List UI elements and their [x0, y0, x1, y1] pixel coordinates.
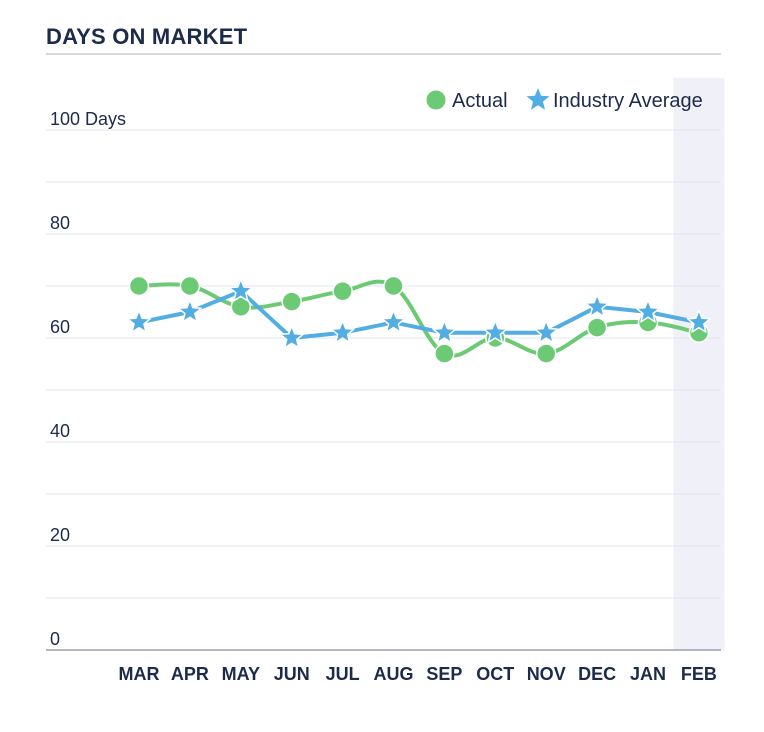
data-point-industry-average — [534, 320, 559, 344]
series-line-industry-average — [137, 289, 701, 340]
data-point-industry-average — [432, 320, 457, 344]
data-point-industry-average — [177, 299, 203, 323]
data-point-industry-average — [381, 309, 406, 333]
y-axis-ticks: 0 20 40 60 80 — [50, 213, 70, 649]
legend-marker-industry-average — [526, 88, 550, 110]
y-tick-label: 60 — [50, 317, 70, 337]
data-point-actual — [383, 275, 404, 297]
data-point-industry-average — [584, 294, 610, 318]
data-point-actual — [128, 275, 150, 297]
data-point-industry-average — [279, 325, 304, 349]
x-tick-label: JUN — [274, 664, 310, 684]
series-lines — [137, 279, 701, 358]
data-point-industry-average — [330, 320, 355, 344]
data-point-industry-average — [126, 309, 152, 333]
chart-title: DAYS ON MARKET — [46, 24, 248, 49]
legend: Actual Industry Average — [426, 88, 703, 112]
x-tick-label: JUL — [326, 664, 360, 684]
data-point-industry-average — [686, 309, 712, 333]
data-point-industry-average — [635, 299, 661, 323]
data-point-actual — [230, 296, 252, 318]
y-tick-label: 40 — [50, 421, 70, 441]
data-point-actual — [434, 343, 455, 364]
legend-marker-actual — [426, 90, 446, 110]
gridlines — [46, 129, 721, 599]
x-tick-label: OCT — [476, 664, 514, 684]
x-axis-ticks: MAR APR MAY JUN JUL AUG SEP OCT NOV DEC JAN FEB — [119, 664, 717, 684]
legend-label-industry-average: Industry Average — [553, 90, 703, 112]
x-tick-label: JAN — [630, 664, 666, 684]
x-tick-label: AUG — [374, 664, 414, 684]
x-tick-label: MAR — [119, 664, 160, 684]
series-markers — [126, 275, 712, 364]
data-point-actual — [586, 317, 608, 338]
data-point-industry-average — [483, 320, 508, 344]
x-tick-label: DEC — [578, 664, 616, 684]
x-tick-label: APR — [171, 664, 209, 684]
data-point-actual — [179, 275, 201, 297]
y-tick-label: 80 — [50, 213, 70, 233]
data-point-actual — [281, 291, 302, 312]
x-tick-label: NOV — [527, 664, 566, 684]
data-point-actual — [332, 280, 353, 302]
x-tick-label: FEB — [681, 664, 717, 684]
y-tick-label: 20 — [50, 525, 70, 545]
legend-label-actual: Actual — [452, 90, 508, 112]
series-line-actual — [137, 279, 701, 358]
data-point-actual — [535, 343, 557, 364]
y-tick-label: 0 — [50, 629, 60, 649]
x-tick-label: MAY — [222, 664, 260, 684]
y-axis-unit-label: 100 Days — [50, 109, 126, 129]
x-tick-label: SEP — [426, 664, 462, 684]
highlight-band — [673, 78, 725, 650]
data-point-industry-average — [228, 278, 253, 302]
